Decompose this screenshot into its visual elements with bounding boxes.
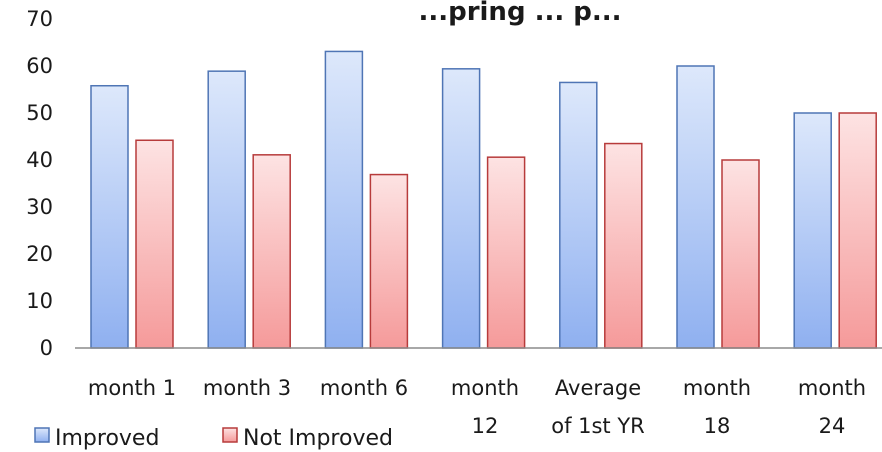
bar-improved (676, 65, 715, 349)
x-tick-label: Average (555, 376, 641, 400)
bar-not-improved (604, 142, 643, 349)
legend-swatch-improved (34, 427, 50, 443)
y-tick-label: 10 (26, 289, 53, 313)
legend: Improved Not Improved (34, 426, 393, 451)
chart-title: ...pring ... p... (418, 0, 621, 27)
bar-not-improved (838, 112, 877, 349)
y-tick-label: 70 (26, 7, 53, 31)
x-tick-label: 12 (472, 414, 499, 438)
y-tick-label: 40 (26, 148, 53, 172)
legend-label-not-improved: Not Improved (243, 426, 393, 451)
x-tick-label: of 1st YR (551, 414, 645, 438)
bar-not-improved (486, 156, 526, 349)
x-axis-labels: month 1 month 3 month 6 month 12 Average of 1s… (88, 376, 866, 438)
y-tick-label: 60 (26, 54, 53, 78)
x-tick-label: month (683, 376, 751, 400)
bar-not-improved (252, 154, 291, 349)
x-tick-label: month (798, 376, 866, 400)
x-tick-label: month (451, 376, 519, 400)
bar-improved (207, 70, 246, 349)
x-tick-label: month 3 (203, 376, 291, 400)
y-tick-label: 30 (26, 195, 53, 219)
x-tick-label: 24 (819, 414, 846, 438)
x-tick-label: month 6 (320, 376, 408, 400)
y-tick-label: 0 (40, 336, 53, 360)
legend-label-improved: Improved (55, 426, 159, 451)
x-tick-label: month 1 (88, 376, 176, 400)
bar-improved (90, 84, 129, 349)
bar-improved (324, 50, 364, 349)
y-axis: 0 10 20 30 40 50 60 70 (26, 7, 53, 360)
y-tick-label: 20 (26, 242, 53, 266)
bar-series (90, 50, 877, 349)
legend-swatch-not-improved (222, 427, 238, 443)
bar-not-improved (135, 139, 174, 349)
bar-improved (559, 81, 598, 349)
bar-improved (793, 112, 832, 349)
bar-improved (441, 68, 481, 349)
y-tick-label: 50 (26, 101, 53, 125)
x-tick-label: 18 (704, 414, 731, 438)
bar-not-improved (369, 173, 409, 349)
bar-not-improved (721, 159, 760, 349)
